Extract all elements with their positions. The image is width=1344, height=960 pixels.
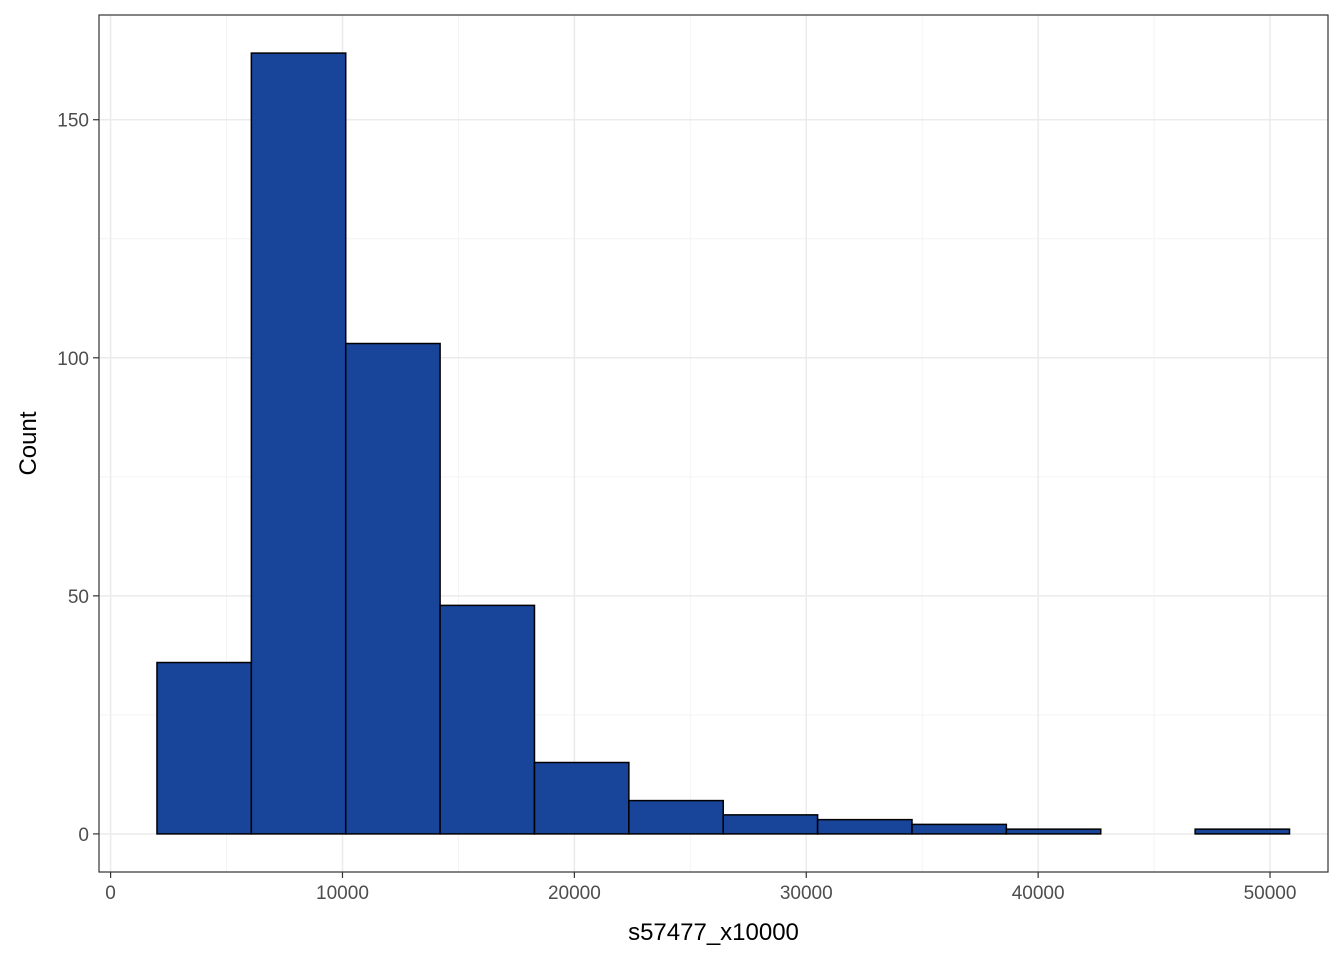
x-tick-label: 0 — [105, 883, 116, 904]
y-axis-title: Count — [15, 411, 42, 475]
x-axis: 0 10000 20000 30000 40000 50000 — [105, 872, 1296, 904]
x-tick-label: 40000 — [1012, 883, 1065, 904]
histogram-bars — [156, 52, 1291, 835]
y-tick-label: 0 — [78, 825, 89, 846]
histogram-bar — [156, 661, 253, 835]
x-tick-label: 30000 — [780, 883, 833, 904]
histogram-bar — [533, 761, 630, 835]
histogram-bar — [439, 604, 536, 835]
histogram-bar — [250, 52, 347, 835]
x-axis-title: s57477_x10000 — [628, 919, 799, 946]
histogram-bar — [344, 342, 441, 835]
histogram-bar — [722, 814, 819, 835]
histogram-bar — [628, 799, 724, 835]
y-tick-label: 50 — [68, 587, 89, 608]
panel-border — [98, 14, 1329, 873]
x-tick-label: 50000 — [1244, 883, 1297, 904]
y-tick-label: 150 — [57, 111, 89, 132]
histogram-bar — [1194, 828, 1291, 835]
histogram-bar — [911, 823, 1008, 835]
y-axis: 0 50 100 150 — [57, 111, 99, 846]
x-tick-label: 10000 — [316, 883, 369, 904]
y-tick-label: 100 — [57, 349, 89, 370]
histogram-bar — [1005, 828, 1102, 835]
histogram-bar — [816, 818, 913, 835]
x-tick-label: 20000 — [548, 883, 601, 904]
